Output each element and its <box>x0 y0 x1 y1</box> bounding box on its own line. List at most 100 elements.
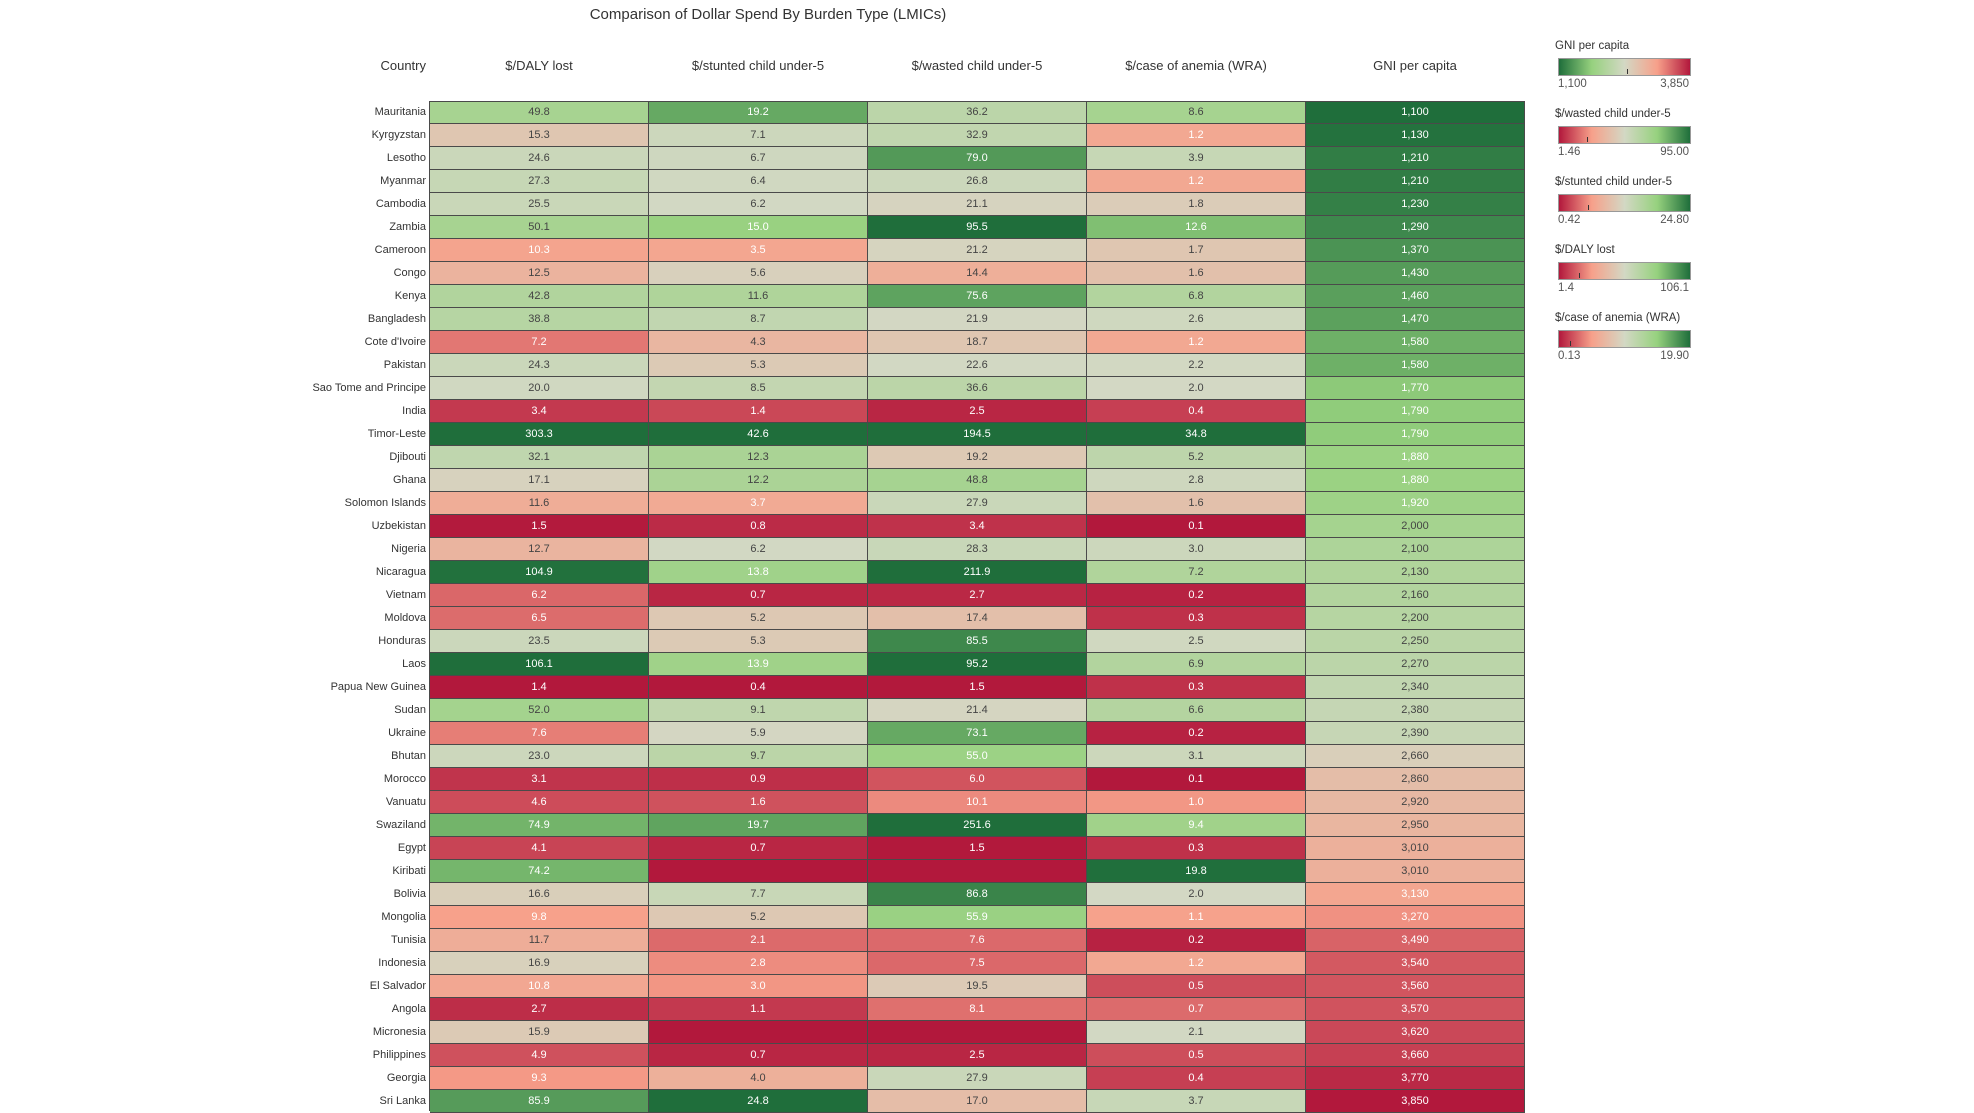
heatmap-cell: 6.7 <box>649 147 868 170</box>
heatmap-cell: 303.3 <box>430 423 649 446</box>
table-row: Mauritania 49.8 19.2 36.2 8.6 1,100 <box>0 101 1536 124</box>
heatmap-cell: 3,560 <box>1306 975 1525 998</box>
table-row: Nicaragua 104.9 13.8 211.9 7.2 2,130 <box>0 561 1536 584</box>
heatmap-cell: 7.5 <box>868 952 1087 975</box>
heatmap-cell: 2.6 <box>1087 308 1306 331</box>
legend-title: GNI per capita <box>1555 40 1630 52</box>
heatmap-cell: 48.8 <box>868 469 1087 492</box>
heatmap-cell: 27.3 <box>430 170 649 193</box>
heatmap-cell: 11.7 <box>430 929 649 952</box>
table-row: Congo 12.5 5.6 14.4 1.6 1,430 <box>0 262 1536 285</box>
heatmap-cell: 1.2 <box>1087 952 1306 975</box>
legend-max-label: 3,850 <box>1660 78 1689 90</box>
country-label: Philippines <box>372 1049 426 1061</box>
table-row: Uzbekistan 1.5 0.8 3.4 0.1 2,000 <box>0 515 1536 538</box>
country-label: Vietnam <box>385 589 426 601</box>
legend-gradient-bar <box>1558 126 1691 144</box>
heatmap-cell: 9.8 <box>430 906 649 929</box>
heatmap-cell: 50.1 <box>430 216 649 239</box>
heatmap-cell: 19.2 <box>868 446 1087 469</box>
heatmap-cell: 9.1 <box>649 699 868 722</box>
legend-block: $/case of anemia (WRA) 0.13 19.90 <box>1555 312 1775 380</box>
heatmap-cell: 3,660 <box>1306 1044 1525 1067</box>
heatmap-cell: 8.7 <box>649 308 868 331</box>
chart-title: Comparison of Dollar Spend By Burden Typ… <box>589 6 947 23</box>
legend-min-label: 0.42 <box>1558 214 1581 226</box>
legend-gradient-bar <box>1558 330 1691 348</box>
table-row: Indonesia 16.9 2.8 7.5 1.2 3,540 <box>0 952 1536 975</box>
country-label: Laos <box>402 658 426 670</box>
heatmap-cell <box>649 1021 868 1044</box>
country-label: Vanuatu <box>385 796 426 808</box>
heatmap-cell: 6.8 <box>1087 285 1306 308</box>
heatmap-cell: 1.1 <box>1087 906 1306 929</box>
heatmap-cell: 2.8 <box>649 952 868 975</box>
heatmap-cell: 1.6 <box>1087 492 1306 515</box>
table-row: Nigeria 12.7 6.2 28.3 3.0 2,100 <box>0 538 1536 561</box>
heatmap-cell: 3.0 <box>649 975 868 998</box>
heatmap-cell: 3,770 <box>1306 1067 1525 1090</box>
table-row: Bhutan 23.0 9.7 55.0 3.1 2,660 <box>0 745 1536 768</box>
table-row: Timor-Leste 303.3 42.6 194.5 34.8 1,790 <box>0 423 1536 446</box>
heatmap-cell: 9.4 <box>1087 814 1306 837</box>
heatmap-cell: 5.2 <box>649 906 868 929</box>
legend-midpoint-marker <box>1578 273 1580 278</box>
heatmap-cell: 0.7 <box>649 1044 868 1067</box>
heatmap-cell: 2.1 <box>649 929 868 952</box>
heatmap-cell: 2.5 <box>1087 630 1306 653</box>
table-row: Sudan 52.0 9.1 21.4 6.6 2,380 <box>0 699 1536 722</box>
country-label: Bangladesh <box>367 313 426 325</box>
heatmap-cell: 2.7 <box>868 584 1087 607</box>
heatmap-cell: 211.9 <box>868 561 1087 584</box>
heatmap-cell: 1.2 <box>1087 331 1306 354</box>
heatmap-cell: 6.4 <box>649 170 868 193</box>
heatmap-cell: 7.6 <box>868 929 1087 952</box>
legend-midpoint-marker <box>1587 205 1589 210</box>
heatmap-cell: 4.1 <box>430 837 649 860</box>
heatmap-cell: 0.8 <box>649 515 868 538</box>
heatmap-cell: 22.6 <box>868 354 1087 377</box>
heatmap-cell: 15.0 <box>649 216 868 239</box>
legend-block: GNI per capita 1,100 3,850 <box>1555 40 1775 108</box>
heatmap-cell: 1,920 <box>1306 492 1525 515</box>
heatmap-cell: 2,130 <box>1306 561 1525 584</box>
heatmap-cell: 19.8 <box>1087 860 1306 883</box>
heatmap-cell: 2,160 <box>1306 584 1525 607</box>
heatmap-cell: 42.8 <box>430 285 649 308</box>
heatmap-cell: 13.9 <box>649 653 868 676</box>
heatmap-cell: 73.1 <box>868 722 1087 745</box>
heatmap-cell: 3,540 <box>1306 952 1525 975</box>
heatmap-cell: 1.1 <box>649 998 868 1021</box>
table-row: Angola 2.7 1.1 8.1 0.7 3,570 <box>0 998 1536 1021</box>
heatmap-cell <box>868 1021 1087 1044</box>
heatmap-cell: 36.2 <box>868 101 1087 124</box>
legend-min-label: 0.13 <box>1558 350 1581 362</box>
heatmap-cell: 1,880 <box>1306 446 1525 469</box>
heatmap-cell: 0.1 <box>1087 515 1306 538</box>
heatmap-cell: 7.2 <box>430 331 649 354</box>
heatmap-cell: 52.0 <box>430 699 649 722</box>
heatmap-cell: 106.1 <box>430 653 649 676</box>
heatmap-cell: 7.1 <box>649 124 868 147</box>
heatmap-cell: 79.0 <box>868 147 1087 170</box>
heatmap-cell: 49.8 <box>430 101 649 124</box>
country-label: Swaziland <box>375 819 426 831</box>
heatmap-cell: 3.0 <box>1087 538 1306 561</box>
heatmap-cell: 1.6 <box>1087 262 1306 285</box>
table-row: Georgia 9.3 4.0 27.9 0.4 3,770 <box>0 1067 1536 1090</box>
heatmap-cell: 1,580 <box>1306 354 1525 377</box>
heatmap-cell: 16.6 <box>430 883 649 906</box>
table-row: Sao Tome and Principe 20.0 8.5 36.6 2.0 1,770 <box>0 377 1536 400</box>
heatmap-cell: 5.3 <box>649 630 868 653</box>
heatmap-cell: 2.1 <box>1087 1021 1306 1044</box>
heatmap-cell: 2.7 <box>430 998 649 1021</box>
heatmap-cell: 21.9 <box>868 308 1087 331</box>
table-row: Lesotho 24.6 6.7 79.0 3.9 1,210 <box>0 147 1536 170</box>
heatmap-cell: 0.2 <box>1087 722 1306 745</box>
heatmap-cell: 11.6 <box>649 285 868 308</box>
heatmap-cell: 9.7 <box>649 745 868 768</box>
heatmap-cell: 16.9 <box>430 952 649 975</box>
table-row: Mongolia 9.8 5.2 55.9 1.1 3,270 <box>0 906 1536 929</box>
heatmap-cell: 8.6 <box>1087 101 1306 124</box>
legend-max-label: 106.1 <box>1660 282 1689 294</box>
